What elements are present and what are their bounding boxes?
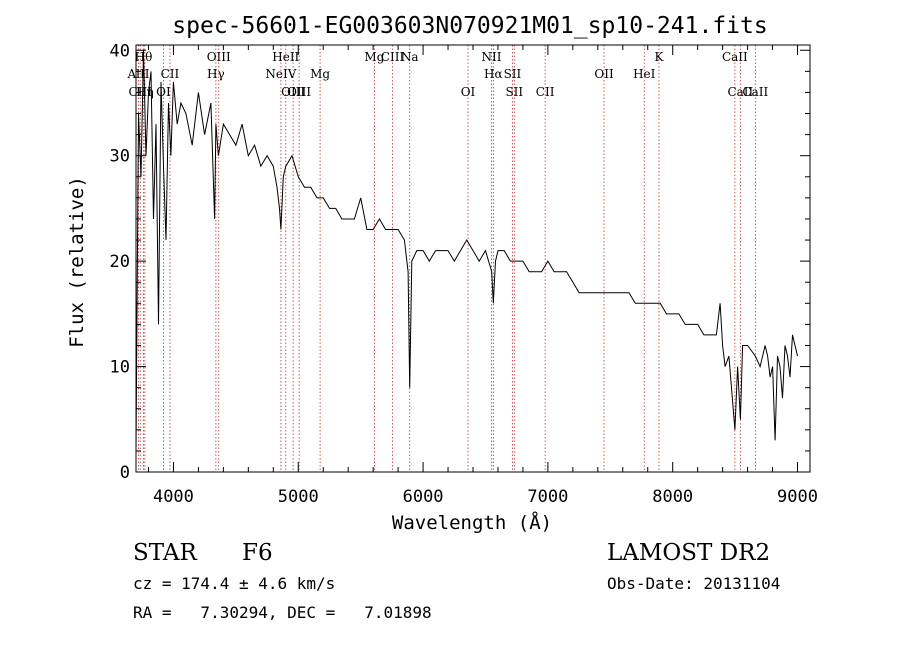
line-label: OIII [207, 50, 231, 64]
x-tick-label: 7000 [527, 487, 568, 507]
line-label: HeII [272, 50, 299, 64]
object-subclass: F6 [242, 540, 273, 566]
x-tick-label: 4000 [153, 487, 194, 507]
line-label: OI [156, 85, 171, 99]
line-label: CII [161, 67, 180, 81]
line-label: NeIV [265, 67, 296, 81]
line-label: NII [481, 50, 501, 64]
line-label: Na [401, 50, 419, 64]
x-tick-label: 9000 [777, 487, 818, 507]
line-label: SII [505, 85, 523, 99]
line-label: OII [594, 67, 614, 81]
redshift-readout: cz = 174.4 ± 4.6 km/s [133, 574, 336, 593]
line-label: OIII [287, 85, 311, 99]
y-axis-ticks: 0 10 20 30 40 [110, 41, 810, 483]
x-tick-label: 6000 [403, 487, 444, 507]
line-label: SII [504, 67, 522, 81]
line-label: OIII [281, 85, 305, 99]
line-label: HeI [633, 67, 656, 81]
emission-line-markers [138, 45, 756, 472]
line-label: CaII [722, 50, 748, 64]
line-label: AlII [127, 67, 150, 81]
line-label: OI [461, 85, 476, 99]
y-tick-label: 10 [110, 358, 130, 378]
line-label: Mg [310, 67, 330, 81]
x-axis-ticks: 4000 5000 6000 7000 8000 9000 [147, 45, 818, 507]
coordinates-readout: RA = 7.30294, DEC = 7.01898 [133, 603, 432, 622]
x-axis-label: Wavelength (Å) [392, 511, 552, 534]
y-tick-label: 0 [120, 463, 130, 483]
y-tick-label: 30 [110, 147, 130, 167]
line-label: CaII [742, 85, 768, 99]
survey-name: LAMOST DR2 [607, 540, 771, 566]
spectrum-line [135, 50, 798, 451]
line-label: K [654, 50, 664, 64]
x-tick-label: 5000 [278, 487, 319, 507]
chart-title: spec-56601-EG003603N070921M01_sp10-241.f… [172, 13, 767, 39]
line-label: CaII [727, 85, 753, 99]
y-tick-label: 40 [110, 41, 130, 61]
x-tick-label: 8000 [652, 487, 693, 507]
line-label: Hγ [207, 67, 225, 81]
line-label: CIII [381, 50, 405, 64]
line-label: CII [536, 85, 555, 99]
plot-frame [135, 44, 811, 473]
y-tick-label: 20 [110, 252, 130, 272]
line-label: Hα [484, 67, 503, 81]
object-class: STAR [133, 540, 197, 566]
y-axis-label: Flux (relative) [66, 176, 88, 348]
observation-date: Obs-Date: 20131104 [607, 574, 781, 593]
line-label: Mg [364, 50, 384, 64]
